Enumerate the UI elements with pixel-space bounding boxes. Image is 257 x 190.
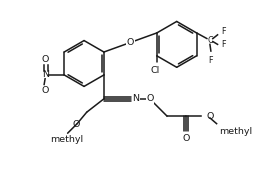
Text: O: O bbox=[206, 112, 214, 120]
Text: O: O bbox=[72, 120, 80, 129]
Text: F: F bbox=[221, 28, 226, 36]
Text: O: O bbox=[182, 134, 190, 143]
Text: C: C bbox=[207, 36, 213, 45]
Text: Cl: Cl bbox=[150, 66, 160, 75]
Text: O: O bbox=[127, 38, 134, 47]
Text: O: O bbox=[146, 94, 153, 103]
Text: methyl: methyl bbox=[219, 127, 253, 136]
Text: F: F bbox=[221, 40, 226, 49]
Text: O: O bbox=[41, 55, 49, 64]
Text: methyl: methyl bbox=[50, 135, 83, 144]
Text: O: O bbox=[41, 86, 49, 95]
Text: N: N bbox=[133, 94, 140, 103]
Text: F: F bbox=[209, 56, 213, 65]
Text: N: N bbox=[43, 70, 50, 79]
